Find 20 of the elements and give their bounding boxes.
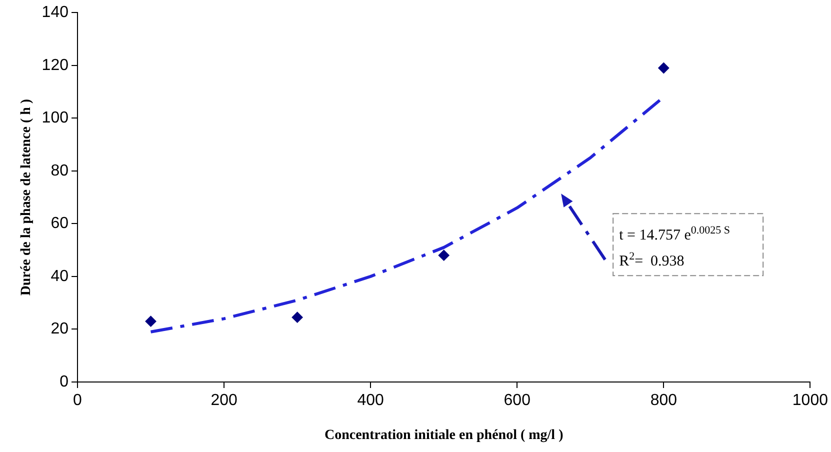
y-tick-label: 0 (60, 373, 69, 390)
x-tick-label: 400 (357, 392, 384, 410)
y-tick-label: 60 (50, 215, 69, 232)
x-tick-label: 800 (650, 392, 678, 410)
x-axis-title: Concentration initiale en phénol ( mg/l ) (324, 428, 564, 444)
point (145, 316, 156, 327)
x-tick-label: 200 (210, 392, 238, 410)
point (438, 250, 450, 261)
y-tick-label: 40 (50, 268, 69, 285)
x-tick-label: 0 (73, 392, 82, 410)
point (292, 312, 303, 323)
x-tick-label: 600 (504, 392, 531, 410)
y-tick-label: 20 (50, 320, 69, 338)
y-tick-label: 100 (42, 110, 69, 127)
point (658, 62, 670, 74)
x-tick-label: 1000 (792, 392, 828, 410)
y-axis-title: Durée de la phase de latence ( h ) (19, 98, 34, 296)
y-tick-label: 120 (42, 56, 69, 74)
y-tick-label: 80 (50, 162, 69, 180)
y-tick-label: 140 (42, 4, 69, 22)
